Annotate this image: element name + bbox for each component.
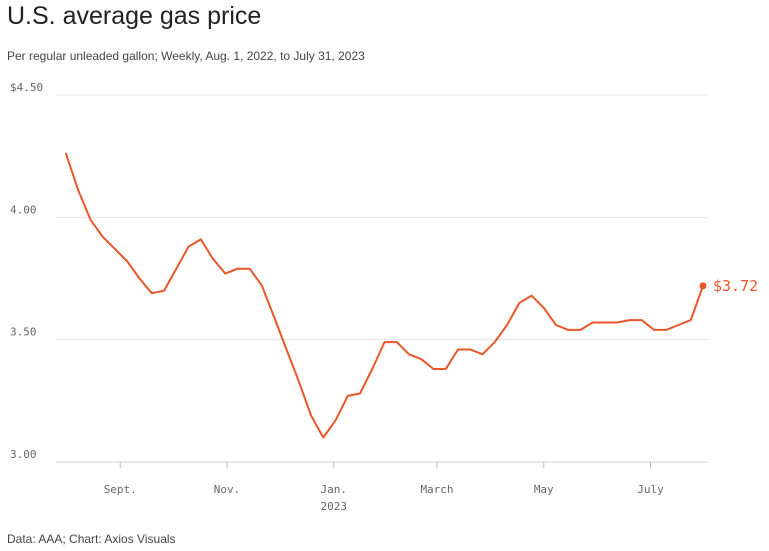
y-tick-label: $4.50 — [10, 81, 43, 94]
x-tick-label: Nov. — [214, 483, 241, 496]
chart-title: U.S. average gas price — [7, 2, 262, 30]
series-line — [65, 152, 704, 439]
x-tick-label: Sept. — [104, 483, 137, 496]
chart-subtitle: Per regular unleaded gallon; Weekly, Aug… — [7, 49, 365, 63]
y-tick-label: 3.00 — [10, 448, 37, 461]
grid-layer — [56, 94, 708, 463]
series-layer — [65, 152, 707, 439]
end-value-label: $3.72 — [713, 277, 758, 295]
x-tick-label: March — [420, 483, 453, 496]
x-tick-sublabel: 2023 — [321, 500, 348, 513]
x-tick-label: July — [637, 483, 664, 496]
chart-source: Data: AAA; Chart: Axios Visuals — [7, 532, 176, 546]
axis-layer: $4.50 4.00 3.50 3.00 Sept. Nov. Jan. 2023 March M… — [10, 81, 708, 513]
end-point-marker — [699, 282, 707, 290]
y-tick-label: 3.50 — [10, 326, 37, 339]
x-tick-label: May — [534, 483, 554, 496]
x-tick-label: Jan. — [321, 483, 348, 496]
label-layer: $3.72 — [713, 277, 758, 295]
y-tick-label: 4.00 — [10, 203, 37, 216]
